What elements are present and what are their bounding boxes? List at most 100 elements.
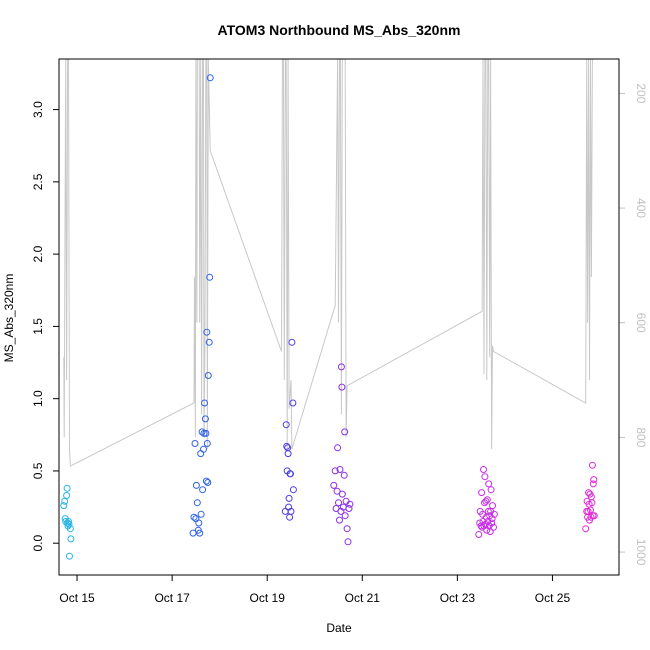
y2-tick-label: 400	[634, 198, 648, 218]
x-tick-label: Oct 15	[59, 591, 95, 605]
data-point	[198, 428, 206, 436]
data-point	[285, 494, 293, 502]
data-point	[286, 513, 294, 521]
data-point	[490, 523, 497, 531]
data-point	[475, 531, 483, 538]
data-point	[65, 520, 73, 528]
data-point	[197, 510, 205, 518]
y-axis-label: MS_Abs_320nm	[2, 274, 16, 363]
data-point	[197, 450, 205, 458]
data-point	[63, 492, 71, 499]
y-tick-label: 2.0	[31, 245, 45, 262]
data-point	[203, 328, 211, 336]
series-4	[330, 363, 354, 546]
data-point	[330, 481, 338, 489]
series-2	[189, 74, 214, 537]
data-point	[204, 479, 212, 486]
data-point	[588, 461, 596, 469]
data-point	[336, 466, 344, 473]
data-point	[193, 499, 201, 507]
x-tick-label: Oct 23	[440, 591, 476, 605]
data-point	[201, 415, 209, 423]
x-axis-label: Date	[326, 621, 352, 635]
y-tick-label: 0.5	[31, 462, 45, 479]
plot-frame	[58, 58, 620, 576]
data-point	[200, 429, 208, 437]
data-point	[200, 445, 207, 453]
data-point	[65, 518, 72, 525]
data-point	[66, 552, 73, 560]
data-point	[587, 513, 595, 521]
data-point	[334, 444, 342, 452]
data-point	[488, 519, 496, 527]
data-point	[199, 486, 207, 494]
chart-title: ATOM3 Northbound MS_Abs_320nm	[218, 22, 461, 38]
data-point	[204, 372, 212, 379]
data-point	[191, 440, 199, 447]
points-layer	[60, 74, 598, 560]
data-point	[289, 486, 297, 494]
data-point	[477, 522, 485, 530]
data-point	[331, 467, 339, 475]
data-point	[487, 486, 495, 494]
data-point	[205, 338, 213, 346]
y2-tick-label: 200	[634, 83, 648, 103]
data-point	[282, 421, 290, 429]
data-point	[480, 466, 487, 473]
data-point	[486, 528, 494, 536]
data-point	[66, 525, 74, 533]
data-point	[333, 487, 341, 495]
data-point	[483, 496, 491, 504]
data-point	[206, 273, 214, 281]
x-tick-label: Oct 19	[250, 591, 286, 605]
data-point	[588, 499, 596, 507]
data-point	[202, 477, 210, 485]
y-tick-label: 3.0	[31, 101, 45, 118]
data-point	[481, 473, 489, 481]
data-point	[343, 525, 351, 533]
data-point	[189, 529, 197, 537]
data-point	[206, 74, 214, 82]
data-point	[489, 502, 496, 510]
data-point	[341, 428, 349, 436]
data-point	[196, 529, 204, 537]
data-point	[587, 506, 594, 514]
x-tick-label: Oct 25	[535, 591, 571, 605]
y2-tick-label: 800	[634, 427, 648, 447]
data-point	[338, 490, 346, 498]
data-point	[490, 510, 498, 518]
data-point	[478, 489, 486, 497]
data-point	[337, 363, 345, 371]
data-point	[340, 471, 348, 479]
data-point	[589, 480, 597, 488]
data-point	[289, 399, 297, 407]
data-point	[338, 383, 346, 391]
data-point	[192, 481, 200, 489]
y-tick-label: 2.5	[31, 173, 45, 190]
data-point	[192, 515, 200, 523]
data-point	[585, 489, 593, 497]
y2-tick-label: 600	[634, 313, 648, 333]
data-point	[287, 507, 295, 515]
data-point	[61, 497, 69, 505]
data-point	[201, 399, 208, 407]
series-1	[60, 484, 75, 560]
pressure-line	[63, 58, 593, 467]
series-3	[281, 338, 297, 521]
y2-tick-label: 1000	[634, 539, 648, 566]
data-point	[287, 470, 294, 478]
pressure-layer	[63, 58, 593, 467]
data-point	[190, 513, 198, 521]
y-tick-label: 0.0	[31, 535, 45, 552]
data-point	[345, 505, 353, 512]
data-point	[63, 484, 71, 492]
data-point	[60, 502, 68, 510]
data-point	[482, 497, 490, 505]
x-tick-label: Oct 17	[154, 591, 190, 605]
y-tick-label: 1.0	[31, 390, 45, 407]
data-point	[67, 535, 75, 543]
axes-layer: Oct 15 Oct 17 Oct 19 Oct 21 Oct 23 Oct 25 0.0 0…	[31, 83, 648, 605]
data-point	[284, 450, 292, 458]
data-point	[341, 512, 349, 520]
